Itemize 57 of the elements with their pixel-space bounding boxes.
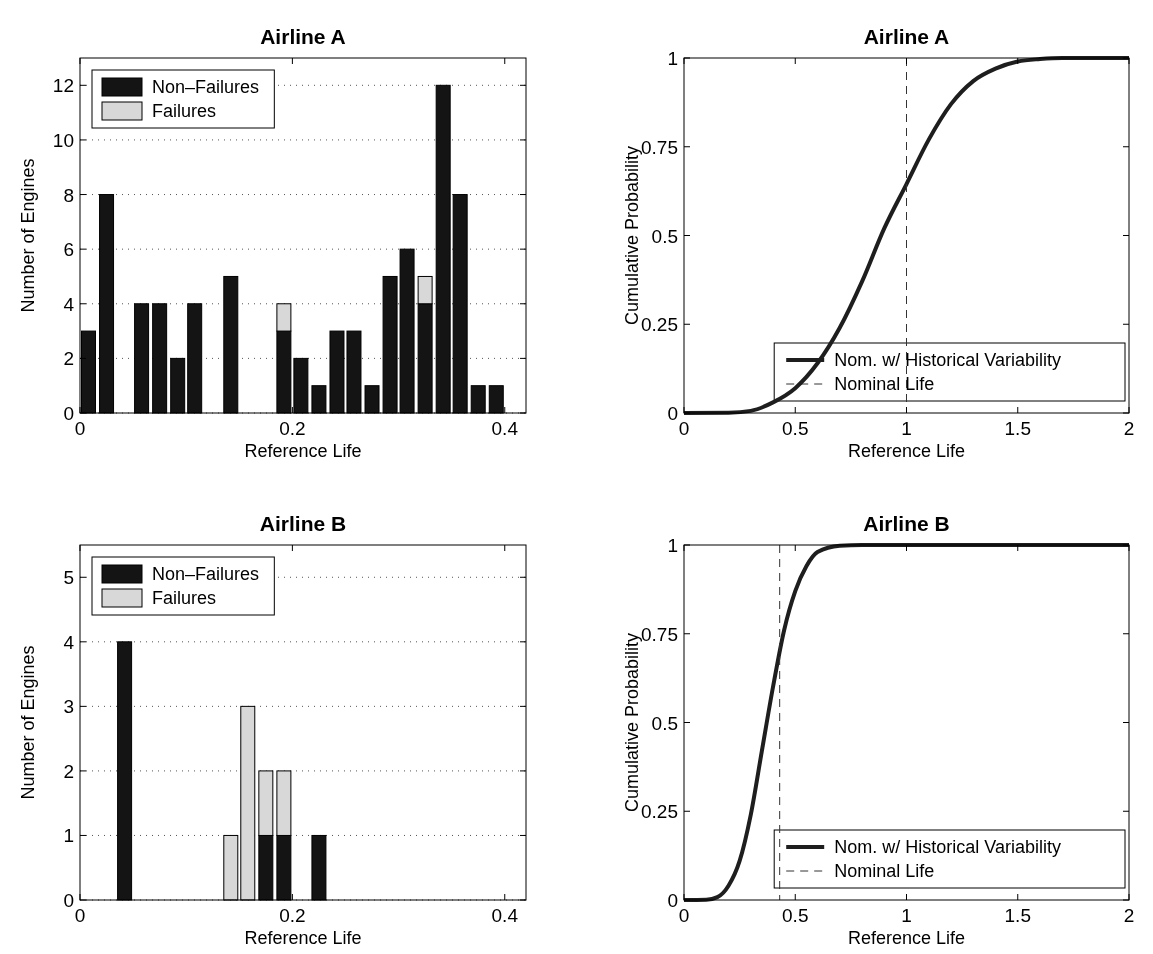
chart-title: Airline A [863, 25, 950, 48]
x-tick-label: 0.2 [279, 905, 306, 926]
line-series [682, 543, 1131, 902]
ref-line-label: Nominal Life [834, 861, 935, 881]
legend-label: Failures [152, 101, 217, 121]
y-axis-title: Cumulative Probability [622, 145, 642, 326]
y-tick-label: 4 [63, 631, 75, 653]
chart-title: Airline B [259, 512, 347, 535]
y-tick-label: 0 [667, 403, 678, 424]
y-tick-label: 3 [63, 696, 74, 718]
y-tick-label: 0 [63, 890, 74, 911]
line-series [682, 56, 1131, 415]
x-tick-label: 0.4 [491, 905, 519, 926]
y-tick-label: 5 [63, 567, 74, 589]
x-axis-title: Reference Life [244, 441, 362, 461]
y-tick-label: 0 [63, 403, 74, 424]
y-tick-label: 0.5 [651, 225, 678, 247]
y-tick-label: 1 [667, 48, 678, 69]
x-tick-label: 0.5 [782, 905, 809, 926]
legend-label: Non–Failures [152, 564, 260, 584]
y-tick-label: 1 [63, 825, 74, 847]
y-tick-label: 2 [63, 760, 74, 782]
y-tick-label: 8 [63, 184, 74, 206]
x-tick-label: 1 [901, 418, 912, 439]
y-tick-label: 12 [52, 75, 74, 97]
x-axis-title: Reference Life [847, 441, 966, 461]
y-axis-title: Number of Engines [18, 158, 38, 313]
legend-label: Nom. w/ Historical Variability [834, 837, 1061, 857]
x-tick-label: 2 [1123, 905, 1135, 926]
y-tick-label: 0.25 [641, 314, 678, 336]
x-axis-title: Reference Life [847, 928, 966, 948]
y-tick-label: 6 [63, 239, 74, 261]
y-tick-label: 2 [63, 348, 74, 370]
y-tick-label: 10 [52, 129, 74, 151]
legend-label: Nom. w/ Historical Variability [834, 350, 1061, 370]
x-tick-label: 0.4 [491, 418, 519, 439]
y-tick-label: 0.25 [641, 801, 678, 823]
chart-title: Airline A [260, 25, 346, 48]
y-axis-title: Cumulative Probability [622, 632, 642, 813]
y-tick-label: 0 [667, 890, 678, 911]
y-tick-label: 0.75 [641, 623, 678, 645]
y-tick-label: 0.75 [641, 136, 678, 158]
y-tick-label: 0.5 [651, 712, 678, 734]
x-tick-label: 0.2 [279, 418, 306, 439]
x-tick-label: 1.5 [1004, 905, 1031, 926]
legend-label: Non–Failures [152, 77, 260, 97]
y-axis-title: Number of Engines [18, 645, 38, 800]
y-tick-label: 4 [63, 293, 75, 315]
chart-title: Airline B [863, 512, 950, 535]
x-tick-label: 0.5 [782, 418, 809, 439]
x-tick-label: 1 [901, 905, 912, 926]
x-tick-label: 2 [1123, 418, 1135, 439]
ref-line-label: Nominal Life [834, 374, 935, 394]
y-tick-label: 1 [667, 535, 678, 556]
x-axis-title: Reference Life [244, 928, 362, 948]
x-tick-label: 1.5 [1004, 418, 1031, 439]
legend-label: Failures [152, 588, 217, 608]
